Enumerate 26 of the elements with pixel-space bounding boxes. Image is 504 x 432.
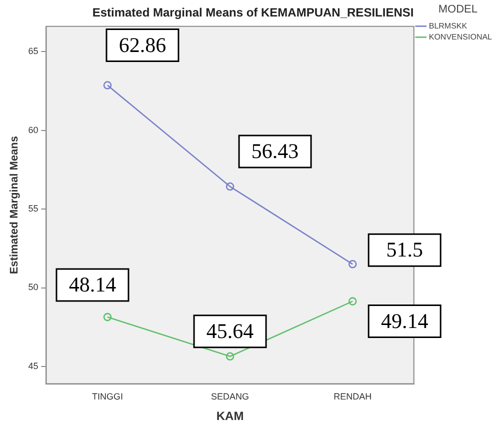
data-label: 49.14 [380,308,429,333]
x-tick-label: SEDANG [211,392,250,402]
point [103,312,112,322]
y-tick-label: 45 [28,360,38,371]
x-tick-label: RENDAH [334,392,372,402]
legend-title: MODEL [438,4,478,16]
point [348,297,357,306]
y-axis-title: Estimated Marginal Means [8,136,21,274]
y-tick-label: 55 [28,204,38,214]
x-axis-title: KAM [216,409,244,424]
legend-label: BLRMSKK [428,21,468,30]
y-tick-label: 50 [28,282,38,292]
point [103,81,112,90]
data-label: 51.5 [386,238,423,262]
y-tick-label: 65 [28,46,38,56]
point [348,260,357,268]
point [226,182,234,191]
data-label: 45.64 [206,318,254,343]
data-label: 56.43 [251,139,299,164]
data-label: 62.86 [118,32,166,57]
point [226,352,234,361]
chart-title: Estimated Marginal Means of KEMAMPUAN_RESILIENSI [92,6,414,20]
y-tick-label: 60 [28,124,38,135]
x-tick-label: TINGGI [92,392,123,402]
legend-label: KONVENSIONAL [428,32,493,42]
data-label: 48.14 [68,272,117,297]
